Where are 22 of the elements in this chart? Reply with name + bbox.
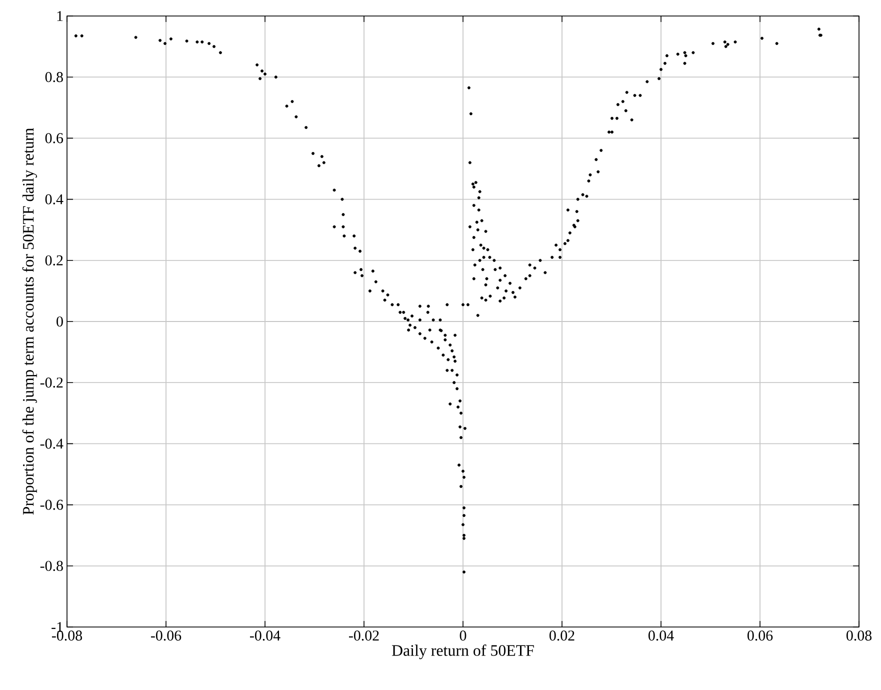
y-tick-label: 0 [56, 316, 63, 327]
x-axis-title: Daily return of 50ETF [392, 644, 534, 660]
y-tick-label: -0.2 [40, 378, 63, 388]
y-axis-title: Proportion of the jump term accounts for 50ETF daily return [22, 128, 37, 515]
x-tick-label: -0.02 [348, 630, 379, 641]
x-tick-label: -0.06 [150, 630, 182, 641]
x-tick-label: 0 [460, 630, 466, 641]
y-tick-label: 1 [57, 11, 63, 21]
y-tick-label: 0.2 [45, 255, 63, 266]
y-tick-label: -1 [52, 622, 63, 632]
y-tick-label: -0.4 [40, 438, 64, 449]
x-tick-label: 0.06 [747, 630, 773, 641]
y-tick-label: 0.4 [45, 194, 64, 204]
y-tick-label: -0.8 [40, 560, 63, 571]
y-tick-label: 0.8 [45, 72, 63, 82]
x-tick-label: 0.08 [846, 630, 872, 641]
y-tick-label: 0.6 [45, 133, 64, 144]
x-tick-label: 0.02 [549, 630, 574, 641]
x-tick-label: 0.04 [648, 630, 674, 641]
x-tick-label: -0.08 [52, 630, 82, 641]
x-tick-label: -0.04 [250, 630, 280, 641]
y-tick-label: -0.6 [40, 500, 64, 510]
